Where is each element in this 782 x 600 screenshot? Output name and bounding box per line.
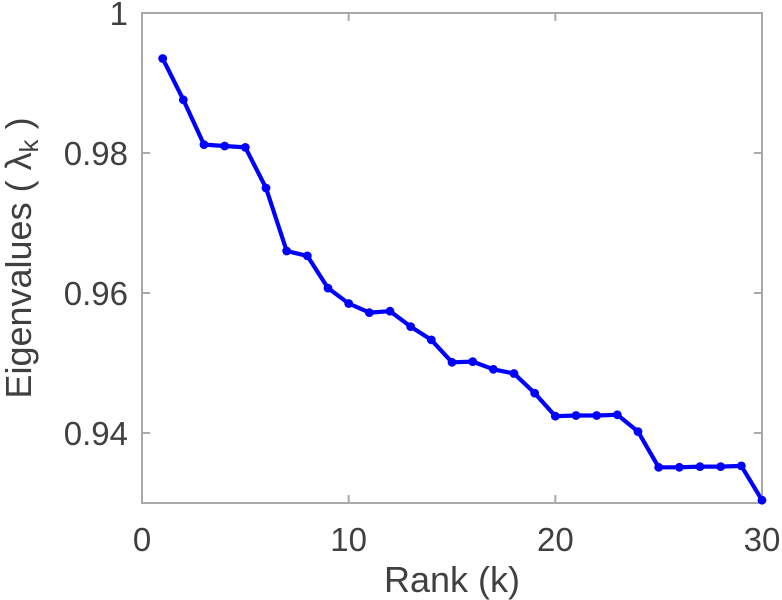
data-point-marker	[261, 183, 271, 193]
x-tick-label: 0	[133, 521, 151, 558]
data-point-marker	[406, 322, 416, 331]
data-point-marker	[695, 462, 705, 471]
y-tick-label: 0.96	[64, 275, 128, 312]
data-point-marker	[385, 306, 395, 316]
y-tick-label: 0.98	[64, 135, 128, 172]
y-axis-label: Eigenvalues ( λk )	[0, 117, 44, 398]
data-point-marker	[302, 251, 312, 261]
x-tick-label: 30	[744, 521, 781, 558]
y-axis-label-subscript: k	[14, 138, 44, 152]
data-point-marker	[550, 411, 560, 421]
data-point-marker	[736, 461, 746, 471]
axes-box	[141, 12, 763, 504]
data-point-marker	[199, 140, 209, 150]
data-point-marker	[571, 411, 581, 420]
data-line	[160, 56, 765, 503]
data-point-marker	[468, 357, 478, 366]
data-point-marker	[612, 410, 622, 420]
x-tick-label: 20	[537, 521, 574, 558]
data-point-marker	[344, 299, 354, 308]
data-point-marker	[530, 388, 540, 398]
axes-layer: 0 10 20 30 0.94 0.96 0.98 1	[64, 0, 781, 558]
x-tick-label: 10	[330, 521, 367, 558]
data-point-marker	[654, 462, 664, 472]
y-tick-label: 0.94	[64, 415, 128, 452]
data-point-marker	[178, 95, 188, 105]
data-point-marker	[488, 364, 498, 374]
data-point-marker	[364, 308, 374, 317]
data-point-marker	[674, 462, 684, 472]
data-point-marker	[633, 427, 643, 436]
data-point-marker	[447, 357, 457, 367]
data-point-marker	[592, 411, 602, 420]
x-axis-label: Rank (k)	[384, 559, 520, 600]
data-layer	[158, 54, 767, 505]
data-point-marker	[426, 335, 436, 345]
label-layer: Rank (k) Eigenvalues ( λk )	[0, 117, 520, 600]
y-tick-label: 1	[110, 0, 128, 32]
data-point-marker	[158, 54, 168, 63]
data-point-marker	[716, 462, 726, 471]
data-point-marker	[323, 283, 333, 293]
data-point-marker	[220, 141, 230, 151]
data-point-marker	[757, 495, 767, 505]
data-point-marker	[240, 143, 250, 152]
data-point-marker	[282, 246, 292, 256]
data-point-marker	[509, 369, 519, 378]
